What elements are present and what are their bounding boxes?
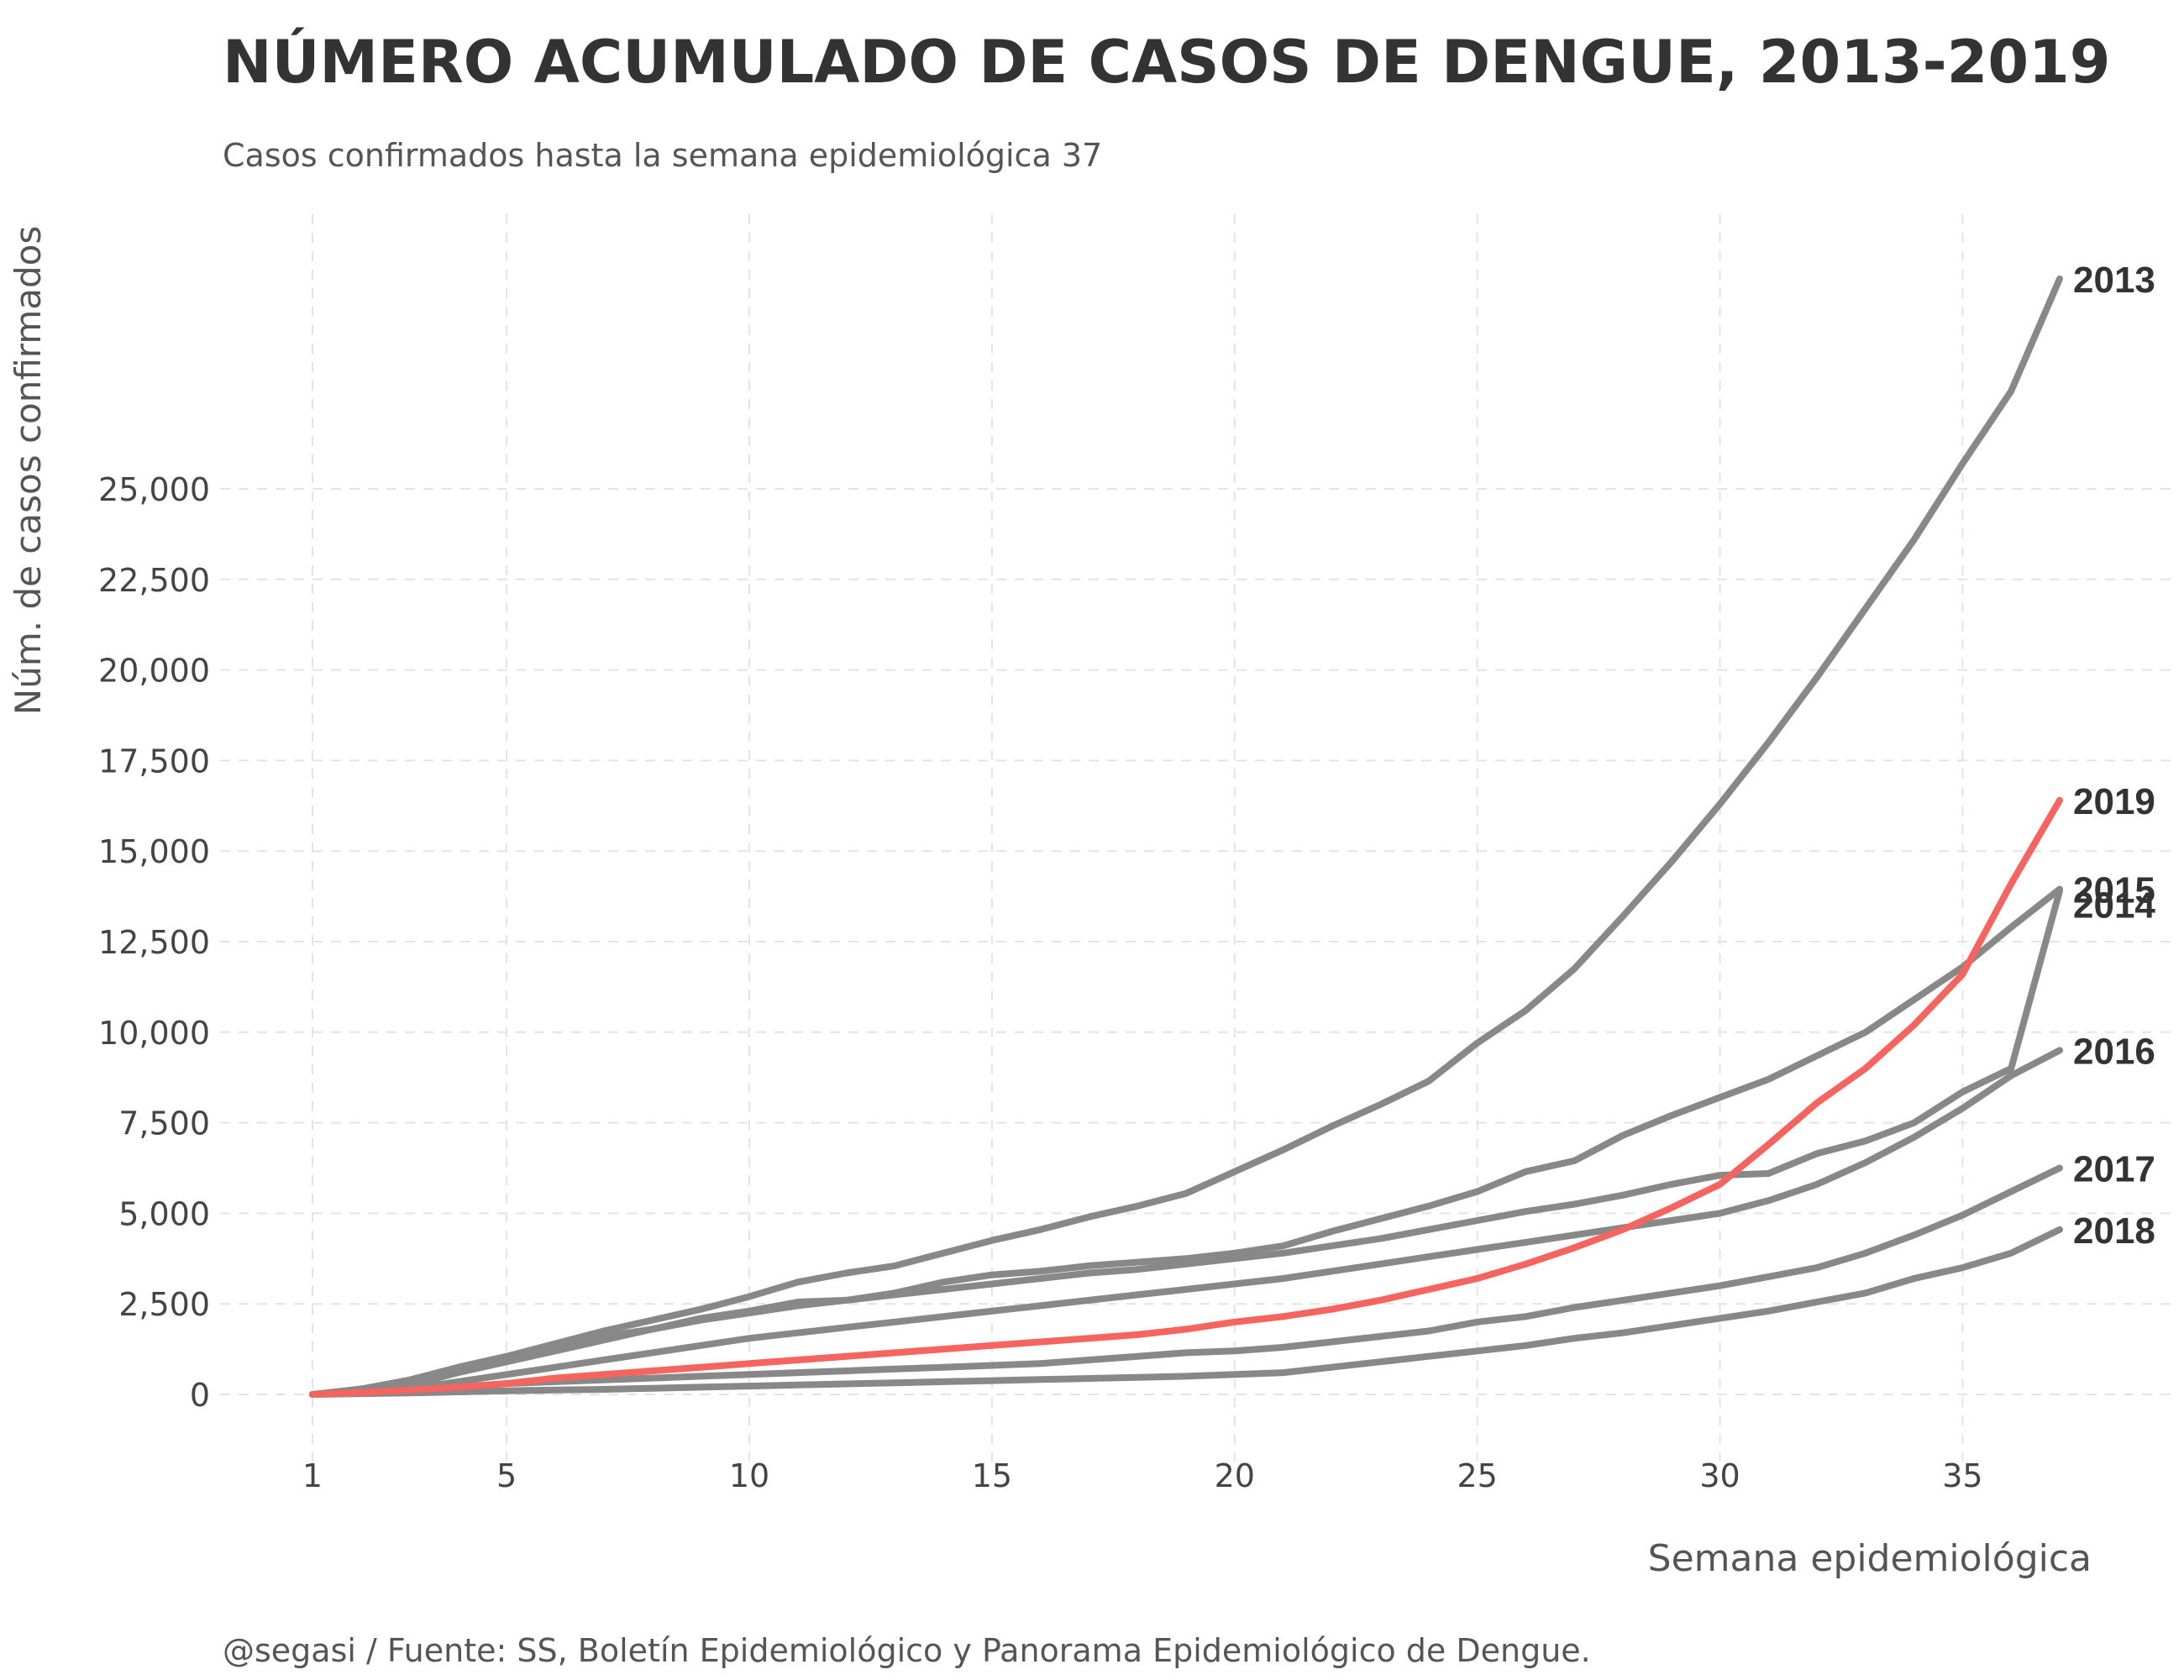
y-tick-label: 7,500 [118, 1105, 210, 1142]
y-tick-label: 20,000 [98, 653, 210, 690]
series-label-2016: 2016 [2073, 1031, 2155, 1072]
series-label-2018: 2018 [2073, 1210, 2155, 1252]
x-tick-label: 5 [496, 1457, 517, 1494]
series-label-2014: 2014 [2073, 885, 2155, 926]
y-tick-label: 2,500 [118, 1286, 210, 1323]
x-tick-label: 35 [1942, 1457, 1982, 1494]
x-tick-label: 10 [729, 1457, 769, 1494]
series-label-2017: 2017 [2073, 1149, 2155, 1190]
y-tick-label: 12,500 [98, 924, 210, 961]
series-line-2019 [309, 796, 2063, 1398]
y-tick-label: 17,500 [98, 743, 210, 780]
series-line-2018 [309, 1226, 2063, 1398]
x-axis-ticks: 1 5 10 15 20 25 30 35 [302, 1457, 1983, 1494]
y-axis-title: Núm. de casos confirmados [8, 226, 49, 715]
y-tick-label: 10,000 [98, 1015, 210, 1052]
x-tick-label: 15 [972, 1457, 1012, 1494]
chart-caption: @segasi / Fuente: SS, Boletín Epidemioló… [223, 1632, 1591, 1669]
series-line-2017 [309, 1164, 2063, 1398]
y-tick-label: 25,000 [98, 471, 210, 508]
series-label-2013: 2013 [2073, 260, 2155, 301]
y-tick-label: 22,500 [98, 562, 210, 599]
chart-subtitle: Casos confirmados hasta la semana epidem… [223, 137, 1102, 174]
series-line-2015 [309, 885, 2063, 1398]
series-line-2016 [309, 1047, 2063, 1398]
series-line-2014 [309, 887, 2063, 1398]
x-tick-label: 20 [1215, 1457, 1255, 1494]
series-lines [309, 275, 2063, 1398]
grid [220, 214, 2176, 1462]
x-axis-title: Semana epidemiológica [1648, 1537, 2092, 1580]
y-tick-label: 0 [190, 1377, 210, 1414]
x-tick-label: 1 [302, 1457, 323, 1494]
y-axis-ticks: 0 2,500 5,000 7,500 10,000 12,500 15,000 17,500… [98, 471, 210, 1414]
series-line-2013 [309, 275, 2063, 1398]
series-label-2015: 2015 [2073, 869, 2155, 911]
y-tick-label: 5,000 [118, 1195, 210, 1232]
x-tick-label: 25 [1457, 1457, 1497, 1494]
y-tick-label: 15,000 [98, 833, 210, 870]
x-tick-label: 30 [1699, 1457, 1740, 1494]
chart-title: NÚMERO ACUMULADO DE CASOS DE DENGUE, 201… [223, 28, 2110, 97]
series-label-2019: 2019 [2073, 781, 2155, 822]
